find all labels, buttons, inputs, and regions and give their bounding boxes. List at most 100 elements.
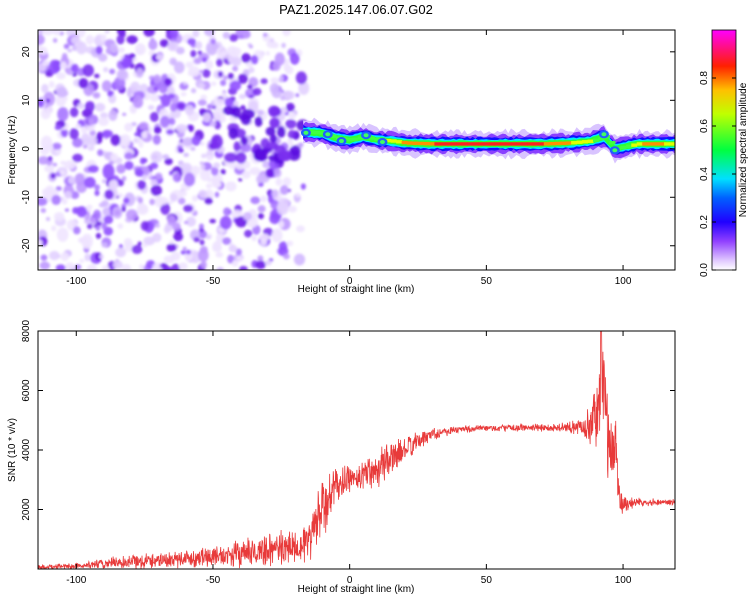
ridge-core-segment <box>587 139 594 143</box>
ridge-core-segment <box>352 137 359 142</box>
ridge-core-segment <box>401 140 408 145</box>
ridge-core-segment <box>625 144 632 149</box>
ridge-core-segment <box>472 142 479 146</box>
colorbar-tick-label: 0.4 <box>699 167 710 181</box>
colorbar-tick-label: 0.6 <box>699 119 710 133</box>
ridge-blob-core <box>379 140 385 144</box>
ridge-core-segment <box>357 136 364 140</box>
spectrogram-x-tick-label: -100 <box>66 276 86 287</box>
ridge-core-segment <box>510 142 517 146</box>
ridge-core-segment <box>582 140 589 144</box>
ridge-core-segment <box>314 130 321 135</box>
ridge-core-segment <box>527 142 534 146</box>
spectrogram-x-tick-label: 0 <box>347 276 353 287</box>
ridge-core-segment <box>532 142 539 146</box>
ridge-core-segment <box>647 142 654 146</box>
ridge-core-segment <box>439 142 446 146</box>
ridge-core-segment <box>450 142 457 146</box>
snr-frame <box>37 330 676 570</box>
spectrogram-y-tick-label: 20 <box>21 46 32 58</box>
ridge-core-segment <box>631 143 638 147</box>
ridge-core-segment <box>467 142 474 146</box>
ridge-core-segment <box>565 141 572 145</box>
snr-y-label: SNR (10 * v/v) <box>7 418 18 482</box>
spectrogram-y-tick-label: 0 <box>21 146 32 152</box>
ridge-core-segment <box>412 141 419 145</box>
ridge-core-segment <box>521 142 528 146</box>
spectrogram-y-tick-label: -10 <box>21 190 32 205</box>
spectrogram-x-tick-label: -50 <box>206 276 221 287</box>
ridge-core-segment <box>653 142 660 146</box>
ridge-core-segment <box>483 142 490 146</box>
snr-y-tick-label: 8000 <box>21 319 32 342</box>
ridge-core-segment <box>538 142 545 146</box>
snr-series-line <box>38 331 675 569</box>
ridge-core-segment <box>428 142 435 146</box>
ridge-core-segment <box>592 138 599 142</box>
ridge-core-segment <box>560 141 567 145</box>
ridge-core-segment <box>669 142 675 146</box>
ridge-core-segment <box>308 130 315 134</box>
spectrogram-y-label: Frequency (Hz) <box>7 116 18 185</box>
spectrogram-y-ticks: -20 -10 0 10 20 <box>21 46 675 253</box>
spectrogram-frame <box>37 29 676 271</box>
ridge-core-segment <box>620 145 627 150</box>
ridge-core-segment <box>418 141 424 146</box>
snr-y-tick-label: 2000 <box>21 498 32 521</box>
ridge-core-segment <box>319 131 326 135</box>
ridge-core-segment <box>456 142 463 146</box>
ridge-core-segment <box>636 142 643 146</box>
ridge-blob-core <box>363 133 369 138</box>
ridge-core-segment <box>374 137 381 142</box>
ridge-core-segment <box>489 142 496 146</box>
ridge-core-segment <box>407 141 414 145</box>
snr-y-tick-label: 6000 <box>21 379 32 402</box>
spectrogram-x-label: Height of straight line (km) <box>298 284 415 295</box>
ridge-core-segment <box>368 136 375 140</box>
ridge-blob-core <box>338 139 344 144</box>
spectrogram-noise-cells <box>38 30 310 270</box>
ridge-blob-core <box>303 130 309 135</box>
colorbar-tick-label: 0.2 <box>699 215 710 229</box>
ridge-core-segment <box>396 140 403 144</box>
ridge-core-segment <box>658 142 665 146</box>
colorbar-label: Normalized spectral amplitude <box>738 82 749 217</box>
snr-x-tick-label: -50 <box>206 575 221 586</box>
ridge-cyan <box>303 127 675 154</box>
ridge-core-segment <box>554 141 561 146</box>
spectrogram-heatmap <box>38 30 675 270</box>
snr-x-ticks: -100 -50 0 50 100 <box>66 331 632 586</box>
ridge-core-segment <box>664 142 671 146</box>
ridge-core-segment <box>516 142 523 146</box>
snr-x-tick-label: 50 <box>481 575 493 586</box>
snr-y-ticks: 2000 4000 6000 8000 <box>21 319 675 521</box>
ridge-blob-core <box>612 148 618 153</box>
figure-title: PAZ1.2025.147.06.07.G02 <box>279 2 433 17</box>
colorbar-tick-label: 0.8 <box>699 71 710 85</box>
snr-panel: -100 -50 0 50 100 2000 4000 6000 8000 Height of… <box>7 319 676 595</box>
ridge-core-segment <box>571 141 578 145</box>
ridge-core-segment <box>543 142 550 146</box>
snr-x-tick-label: 100 <box>615 575 632 586</box>
spectrogram-x-ticks: -100 -50 0 50 100 <box>66 30 632 287</box>
ridge-core-segment <box>330 134 337 138</box>
spectrogram-signal-ridge <box>300 117 675 164</box>
snr-y-tick-label: 4000 <box>21 438 32 461</box>
ridge-core-segment <box>434 142 441 146</box>
colorbar-tick-label: 0.0 <box>699 263 710 277</box>
ridge-blob-core <box>325 132 331 137</box>
ridge-core-segment <box>478 142 485 146</box>
ridge-core-segment <box>494 142 501 146</box>
ridge-core-segment <box>642 142 649 146</box>
spectrogram-y-tick-label: -20 <box>21 238 32 253</box>
colorbar: 0.0 0.2 0.4 0.6 0.8 Normalized spectral ampl… <box>699 29 749 277</box>
spectrogram-x-tick-label: 50 <box>481 276 493 287</box>
ridge-core-segment <box>390 139 397 143</box>
ridge-core-segment <box>423 141 430 146</box>
ridge-core-segment <box>445 142 452 146</box>
colorbar-gradient <box>711 29 737 271</box>
ridge-core-segment <box>461 142 468 146</box>
